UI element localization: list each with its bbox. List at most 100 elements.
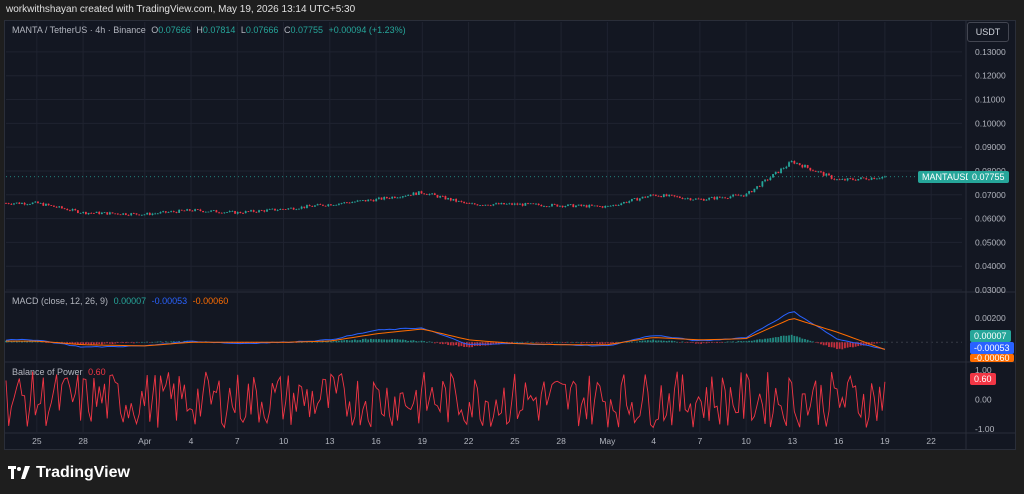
candle-body [625,202,628,203]
candle-body [39,203,42,204]
candle-body [873,177,876,180]
macd-hist-bar [401,339,404,343]
high-value: 0.07814 [202,25,236,35]
price-tag-symbol: MANTAUSDT [922,172,978,182]
candle-body [673,195,676,197]
candle-body [617,205,620,206]
candle-body [399,197,402,199]
candle-body [359,200,362,202]
macd-hist-bar [447,342,450,345]
macd-hist-bar [654,340,657,343]
candle-body [138,214,141,216]
candle-body [572,204,575,208]
macd-hist-bar [537,342,540,343]
time-tick-label: 25 [510,436,520,446]
candle-body [100,212,103,215]
price-tick-label: 0.04000 [975,261,1006,271]
time-tick-label: 25 [32,436,42,446]
macd-hist-bar [604,342,607,344]
macd-hist-bar [716,342,719,344]
candle-body [782,168,785,170]
candle-body [247,211,250,212]
candle-body [758,186,761,187]
price-tick-label: 0.09000 [975,142,1006,152]
candle-body [244,211,247,214]
time-tick-label: 13 [788,436,798,446]
macd-tick-label: 0.00200 [975,313,1006,323]
chart-frame[interactable] [4,20,1016,450]
macd-hist-bar [367,339,370,343]
candle-body [684,198,687,200]
time-tick-label: 7 [235,436,240,446]
candle-body [644,196,647,198]
macd-hist-bar [409,340,412,343]
time-tick-label: Apr [138,436,151,446]
candle-body [630,198,633,202]
macd-hist-bar [798,337,801,343]
macd-hist-bar [593,342,596,343]
macd-hist-bar [252,342,255,344]
macd-hist-bar [114,342,117,344]
candle-body [652,194,655,196]
candle-body [777,171,780,174]
macd-hist-bar [439,342,442,344]
bop-name: Balance of Power [12,367,83,377]
currency-button[interactable]: USDT [967,22,1009,42]
candle-body [71,209,74,211]
candle-body [353,201,356,203]
macd-hist-bar [92,342,95,345]
macd-hist-bar [343,340,346,343]
candle-body [790,160,793,163]
macd-hist-bar [47,342,50,343]
macd-hist-bar [87,342,90,345]
macd-hist-bar [865,342,868,345]
tradingview-logo[interactable]: TradingView [8,462,130,484]
candle-body [66,208,69,211]
macd-hist-bar [154,341,157,343]
candle-body [356,200,359,202]
candle-body [862,177,865,179]
candle-body [561,205,564,208]
macd-hist-bar [676,341,679,343]
macd-hist-bar [742,341,745,343]
macd-legend: MACD (close, 12, 26, 9) 0.00007 -0.00053… [12,296,228,306]
macd-hist-bar [364,338,367,343]
candle-body [742,195,745,197]
candle-body [452,198,455,201]
candle-body [654,194,657,196]
candle-body [170,211,173,213]
price-tick-label: 0.08000 [975,166,1006,176]
macd-hist-bar [556,341,559,343]
candle-body [769,177,772,181]
macd-hist-bar [804,339,806,343]
macd-hist-bar [74,342,77,345]
open-value: 0.07666 [158,25,191,35]
price-tick-label: 0.03000 [975,285,1006,295]
macd-hist-bar [668,340,671,343]
time-tick-label: 28 [78,436,88,446]
candle-body [868,179,870,181]
candle-body [151,213,154,215]
candle-body [740,195,742,197]
candle-body [657,195,660,197]
macd-hist-bar [750,340,753,343]
macd-hist-bar [103,342,106,344]
macd-hist-bar [833,342,836,348]
candle-body [21,202,23,204]
macd-hist-bar [375,339,378,343]
macd-hist-bar [553,341,556,343]
candle-body [69,210,71,211]
candle-body [258,210,260,213]
macd-hist-bar [383,339,386,343]
macd-hist-bar [516,342,519,343]
macd-hist-bar [146,341,149,343]
macd-hist-bar [143,342,146,343]
time-tick-label: 10 [741,436,751,446]
time-tick-label: 10 [279,436,289,446]
candle-body [274,208,276,211]
candle-body [154,213,157,215]
macd-hist-bar [423,341,426,343]
candle-body [676,196,679,198]
macd-hist-bar [77,342,79,345]
